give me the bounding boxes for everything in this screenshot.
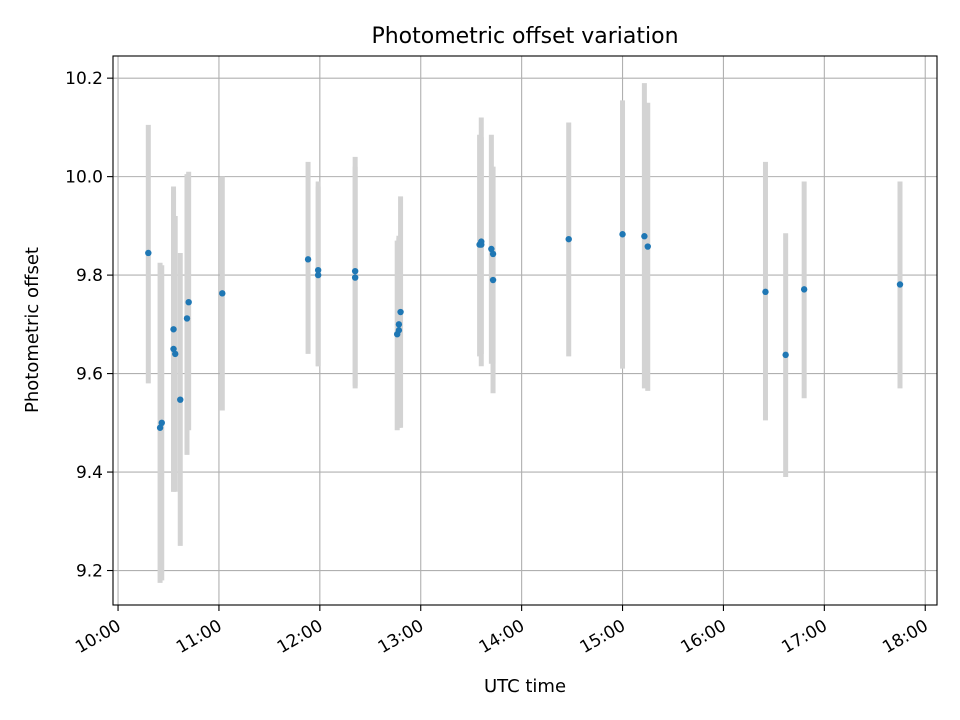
grid-lines [113,56,937,605]
y-tick-label: 9.4 [76,463,103,483]
data-point [896,281,904,288]
data-point [183,315,191,322]
data-point [351,274,359,281]
data-point [762,288,769,296]
data-point [304,256,312,263]
data-point [177,396,184,403]
data-point [314,271,322,279]
data-point [800,286,808,293]
data-point [185,298,192,306]
y-tick-label: 10.0 [65,168,103,188]
data-point [219,290,226,297]
data-point [314,266,322,274]
data-point [644,243,651,250]
data-point [170,326,177,333]
data-point [395,321,403,328]
data-point [641,233,648,240]
data-points [145,231,904,431]
plot-area-frame [112,55,938,606]
data-point [156,424,164,431]
data-point [782,351,789,359]
data-point [489,276,497,284]
data-point [565,235,572,243]
data-point [170,345,177,353]
y-tick-label: 9.2 [76,562,103,582]
chart-title: Photometric offset variation [371,24,678,49]
data-point [158,419,165,427]
data-point [172,350,179,358]
data-point [488,245,495,253]
data-point [478,241,485,248]
data-point [619,231,626,238]
data-point [395,327,403,334]
data-point [489,250,497,258]
y-axis-ticks: 9.2 9.4 9.6 9.8 10.0 10.2 [65,69,113,582]
y-axis-label: Photometric offset [22,247,43,413]
y-tick-label: 9.8 [76,266,103,286]
data-point [397,308,404,316]
y-tick-label: 9.6 [76,365,103,385]
x-axis-label: UTC time [484,676,566,697]
y-tick-label: 10.2 [65,69,103,89]
data-point [351,267,359,275]
data-point [145,249,152,257]
